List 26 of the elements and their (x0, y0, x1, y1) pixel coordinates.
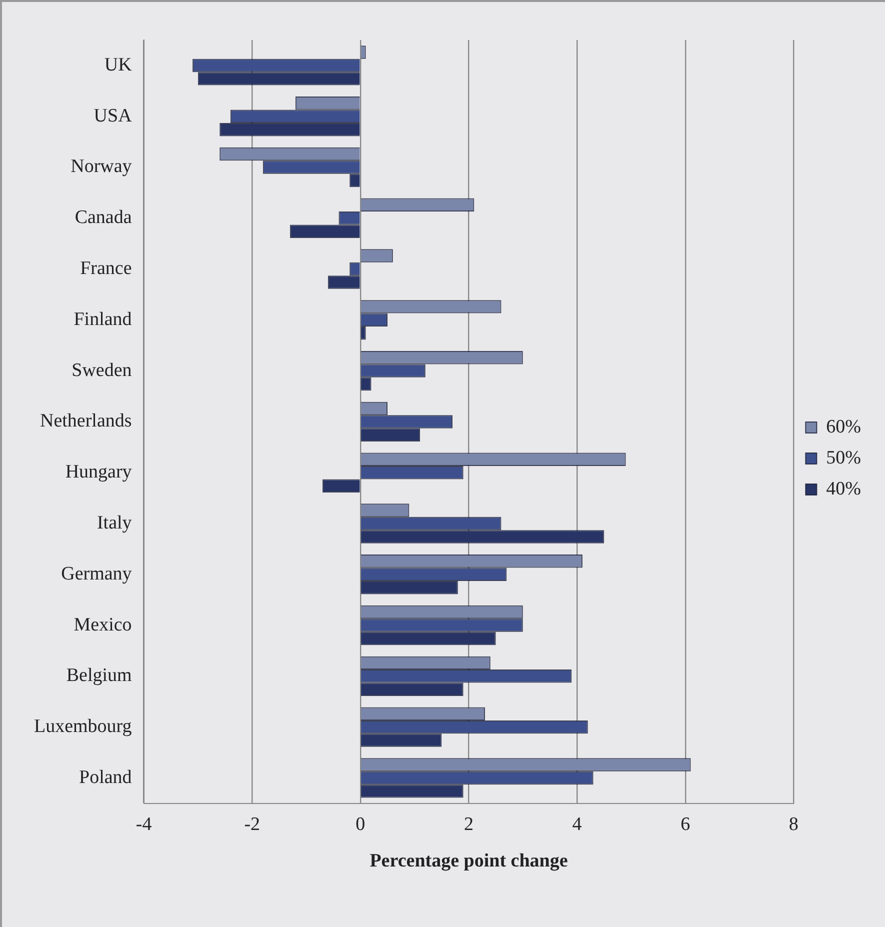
y-tick-label: Canada (74, 207, 132, 228)
y-tick-label: Germany (61, 563, 132, 584)
y-tick-label: Poland (79, 766, 132, 788)
x-tick-label: 2 (464, 814, 474, 835)
y-tick-label: USA (94, 105, 132, 126)
y-tick-label: Luxembourg (34, 716, 132, 738)
y-tick-label: Italy (96, 512, 132, 534)
x-tick-label: 0 (356, 814, 366, 835)
legend-label: 40% (826, 478, 862, 500)
x-tick-label: 4 (572, 814, 582, 835)
y-tick-label: Mexico (74, 614, 132, 636)
y-tick-label: Hungary (65, 462, 132, 483)
legend-label: 50% (826, 447, 862, 468)
y-tick-label: Finland (74, 308, 132, 330)
x-tick-label: -4 (136, 814, 152, 835)
y-tick-label: France (80, 258, 132, 280)
x-axis-title: Percentage point change (370, 850, 568, 872)
y-tick-label: Norway (70, 156, 132, 178)
x-tick-label: -2 (244, 814, 260, 835)
y-tick-label: Sweden (72, 360, 132, 381)
x-tick-label: 8 (788, 814, 798, 835)
y-tick-label: UK (104, 54, 132, 76)
x-tick-label: 6 (680, 814, 690, 835)
y-tick-label: Netherlands (40, 410, 132, 432)
legend-label: 60% (826, 416, 862, 438)
y-tick-label: Belgium (66, 665, 132, 686)
